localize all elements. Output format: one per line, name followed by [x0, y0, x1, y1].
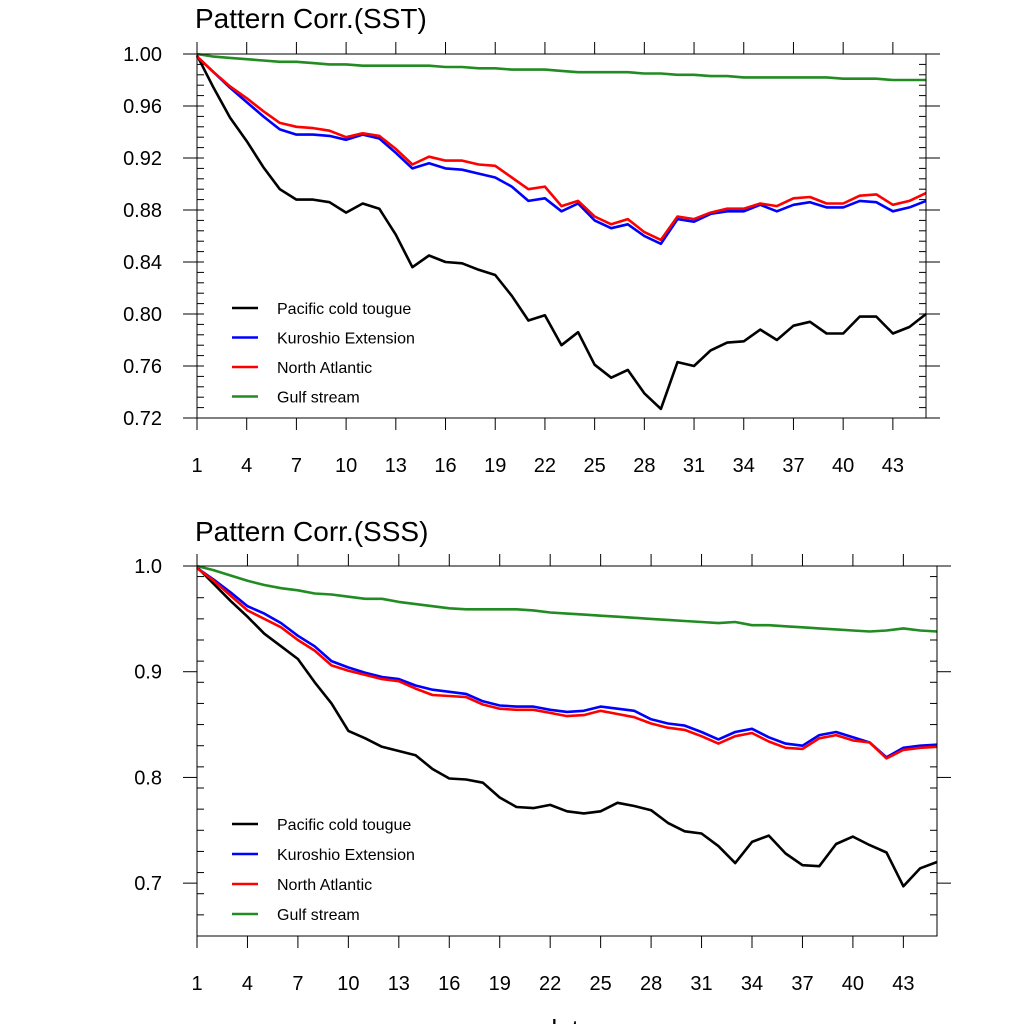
x-tick-label: 34	[733, 455, 755, 477]
x-tick-label: 16	[434, 455, 456, 477]
sst-plot-frame	[196, 53, 927, 419]
x-tick-label: 31	[690, 973, 712, 995]
legend-label: Pacific cold tougue	[277, 301, 411, 318]
y-tick-label: 0.88	[123, 200, 162, 222]
legend-item: North Atlantic	[232, 877, 372, 894]
legend-item: Pacific cold tougue	[232, 301, 411, 318]
sst-tick-marks	[183, 42, 940, 430]
x-tick-label: 25	[584, 455, 606, 477]
x-tick-label: 37	[782, 455, 804, 477]
x-tick-label: 10	[337, 973, 359, 995]
x-tick-label: 13	[385, 455, 407, 477]
x-tick-label: 13	[388, 973, 410, 995]
x-tick-label: 28	[640, 973, 662, 995]
x-tick-label: 25	[590, 973, 612, 995]
x-axis-label: date	[543, 1014, 594, 1024]
legend-label: North Atlantic	[277, 360, 372, 377]
chart-title: Pattern Corr.(SSS)	[195, 516, 428, 547]
x-tick-label: 40	[832, 455, 854, 477]
legend-item: North Atlantic	[232, 360, 372, 377]
legend-item: Gulf stream	[232, 390, 360, 407]
y-tick-label: 0.84	[123, 252, 162, 274]
x-tick-label: 34	[741, 973, 763, 995]
x-tick-label: 4	[241, 455, 252, 477]
y-tick-label: 0.72	[123, 408, 162, 430]
sss-series-group	[196, 564, 938, 888]
x-tick-label: 43	[892, 973, 914, 995]
y-tick-label: 0.92	[123, 148, 162, 170]
x-tick-label: 19	[484, 455, 506, 477]
y-tick-label: 1.0	[134, 556, 162, 578]
y-tick-label: 1.00	[123, 44, 162, 66]
chart-title: Pattern Corr.(SST)	[195, 3, 427, 34]
y-tick-label: 0.7	[134, 873, 162, 895]
legend-label: North Atlantic	[277, 877, 372, 894]
sss-y-tick-labels: 1.0 0.9 0.8 0.7	[134, 556, 162, 895]
sst-series-line-north-atlantic	[196, 55, 927, 242]
sss-chart-panel: Pattern Corr.(SSS) 1.00.90.80.7 1 4 7 10 13 1…	[134, 516, 951, 1024]
x-tick-label: 43	[882, 455, 904, 477]
sss-series-line-gulf-stream	[196, 564, 938, 633]
sss-series-line-north-atlantic	[196, 567, 938, 760]
x-tick-label: 22	[534, 455, 556, 477]
sst-series-group	[195, 52, 927, 411]
sst-chart-panel: Pattern Corr.(SST) 1.00 0.96 0.92 0.88 0.84 0…	[123, 3, 940, 477]
x-tick-label: 37	[791, 973, 813, 995]
x-tick-label: 19	[489, 973, 511, 995]
sst-series-line-gulf-stream	[196, 52, 926, 82]
x-tick-label: 10	[335, 455, 357, 477]
x-tick-label: 40	[842, 973, 864, 995]
y-tick-label: 0.9	[134, 662, 162, 684]
sst-y-tick-labels: 1.00 0.96 0.92 0.88 0.84 0.80 0.76 0.72	[123, 44, 162, 430]
legend-item: Gulf stream	[232, 907, 360, 924]
y-tick-label: 0.76	[123, 356, 162, 378]
x-tick-label: 1	[191, 455, 202, 477]
x-tick-label: 7	[292, 973, 303, 995]
x-tick-label: 16	[438, 973, 460, 995]
x-tick-label: 31	[683, 455, 705, 477]
legend-item: Pacific cold tougue	[232, 817, 411, 834]
sst-legend: Pacific cold tougue Kuroshio Extension Nor…	[232, 301, 415, 407]
sst-series-line-pacific-cold-tougue	[195, 54, 927, 411]
sst-x-tick-labels: 1 4 7 10 13 16 19 22 25 28 31 34 37 40 43	[191, 455, 904, 477]
legend-label: Pacific cold tougue	[277, 817, 411, 834]
legend-label: Kuroshio Extension	[277, 331, 415, 348]
sst-series-line-kuroshio-extension	[196, 55, 927, 246]
legend-item: Kuroshio Extension	[232, 331, 415, 348]
legend-item: Kuroshio Extension	[232, 847, 415, 864]
x-tick-label: 22	[539, 973, 561, 995]
y-tick-label: 0.96	[123, 96, 162, 118]
legend-label: Gulf stream	[277, 907, 360, 924]
legend-label: Gulf stream	[277, 390, 360, 407]
y-tick-label: 0.8	[134, 767, 162, 789]
sss-x-tick-labels: 1 4 7 10 13 16 19 22 25 28 31 34 37 40 43	[191, 973, 914, 995]
x-tick-label: 1	[191, 973, 202, 995]
legend-label: Kuroshio Extension	[277, 847, 415, 864]
sss-legend: Pacific cold tougue Kuroshio Extension Nor…	[232, 817, 415, 924]
y-tick-label: 0.80	[123, 304, 162, 326]
sss-tick-marks	[183, 554, 951, 948]
sss-series-line-pacific-cold-tougue	[196, 566, 938, 888]
x-tick-label: 4	[242, 973, 253, 995]
x-tick-label: 7	[291, 455, 302, 477]
x-tick-label: 28	[633, 455, 655, 477]
sss-series-line-kuroshio-extension	[196, 567, 938, 759]
sss-plot-frame	[196, 565, 938, 937]
